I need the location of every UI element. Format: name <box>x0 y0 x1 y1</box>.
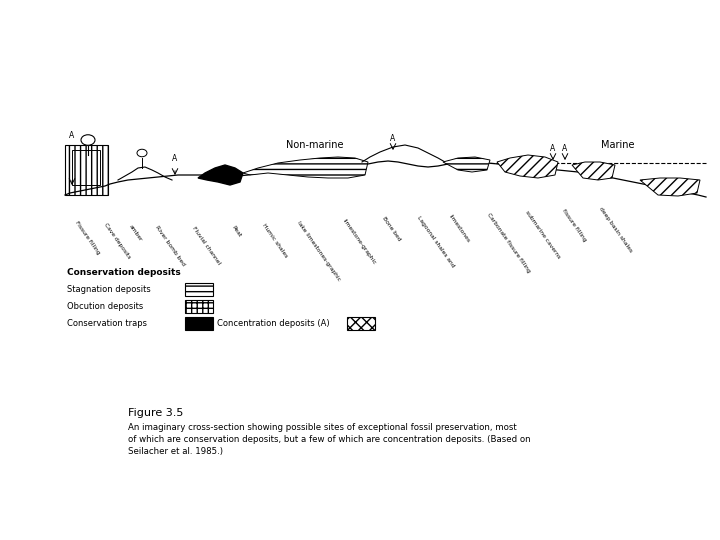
Polygon shape <box>497 155 558 178</box>
Text: Non-marine: Non-marine <box>287 140 343 150</box>
Text: A: A <box>550 144 556 153</box>
Text: Obcution deposits: Obcution deposits <box>67 302 143 311</box>
Circle shape <box>137 149 147 157</box>
Text: A: A <box>562 144 567 153</box>
Bar <box>185 317 213 330</box>
Text: Bone bed: Bone bed <box>381 216 402 242</box>
Bar <box>185 283 213 296</box>
Text: amber: amber <box>128 224 143 243</box>
Text: lake limestones-graphic: lake limestones-graphic <box>296 220 341 282</box>
Text: A: A <box>390 134 395 143</box>
Text: Cave deposits: Cave deposits <box>103 222 131 260</box>
Bar <box>72 150 100 185</box>
Bar <box>65 145 108 195</box>
Polygon shape <box>443 157 490 172</box>
Text: Marine: Marine <box>601 140 635 150</box>
Bar <box>185 300 213 313</box>
Text: An imaginary cross-section showing possible sites of exceptional fossil preserva: An imaginary cross-section showing possi… <box>128 423 517 432</box>
Text: limestone-graphic: limestone-graphic <box>341 218 377 266</box>
Polygon shape <box>640 178 700 196</box>
Text: of which are conservation deposits, but a few of which are concentration deposit: of which are conservation deposits, but … <box>128 435 531 444</box>
Bar <box>347 317 375 330</box>
Text: Concentration deposits (A): Concentration deposits (A) <box>217 319 330 328</box>
Text: limestones: limestones <box>448 214 471 244</box>
Text: Carbonate fissure filling: Carbonate fissure filling <box>486 212 531 274</box>
Text: River bomb bed: River bomb bed <box>154 225 186 267</box>
Text: Peat: Peat <box>231 225 243 239</box>
Circle shape <box>81 135 95 145</box>
Text: A: A <box>69 131 75 140</box>
Polygon shape <box>243 157 368 178</box>
Text: Conservation deposits: Conservation deposits <box>67 268 181 277</box>
Text: Stagnation deposits: Stagnation deposits <box>67 285 150 294</box>
Text: Humic shales: Humic shales <box>261 223 288 259</box>
Text: Lagoonal shales and: Lagoonal shales and <box>416 215 455 268</box>
Polygon shape <box>572 162 615 180</box>
Text: Conservation traps: Conservation traps <box>67 319 147 328</box>
Text: deep basin shales: deep basin shales <box>598 206 633 253</box>
Text: submarine caverns: submarine caverns <box>524 210 561 260</box>
Text: fissure filling: fissure filling <box>561 208 587 242</box>
Polygon shape <box>198 165 243 185</box>
Text: Fluvial channel: Fluvial channel <box>191 226 221 266</box>
Text: A: A <box>172 154 178 163</box>
Text: Figure 3.5: Figure 3.5 <box>128 408 184 418</box>
Text: Seilacher et al. 1985.): Seilacher et al. 1985.) <box>128 447 223 456</box>
Text: Fissure filling: Fissure filling <box>74 220 101 255</box>
